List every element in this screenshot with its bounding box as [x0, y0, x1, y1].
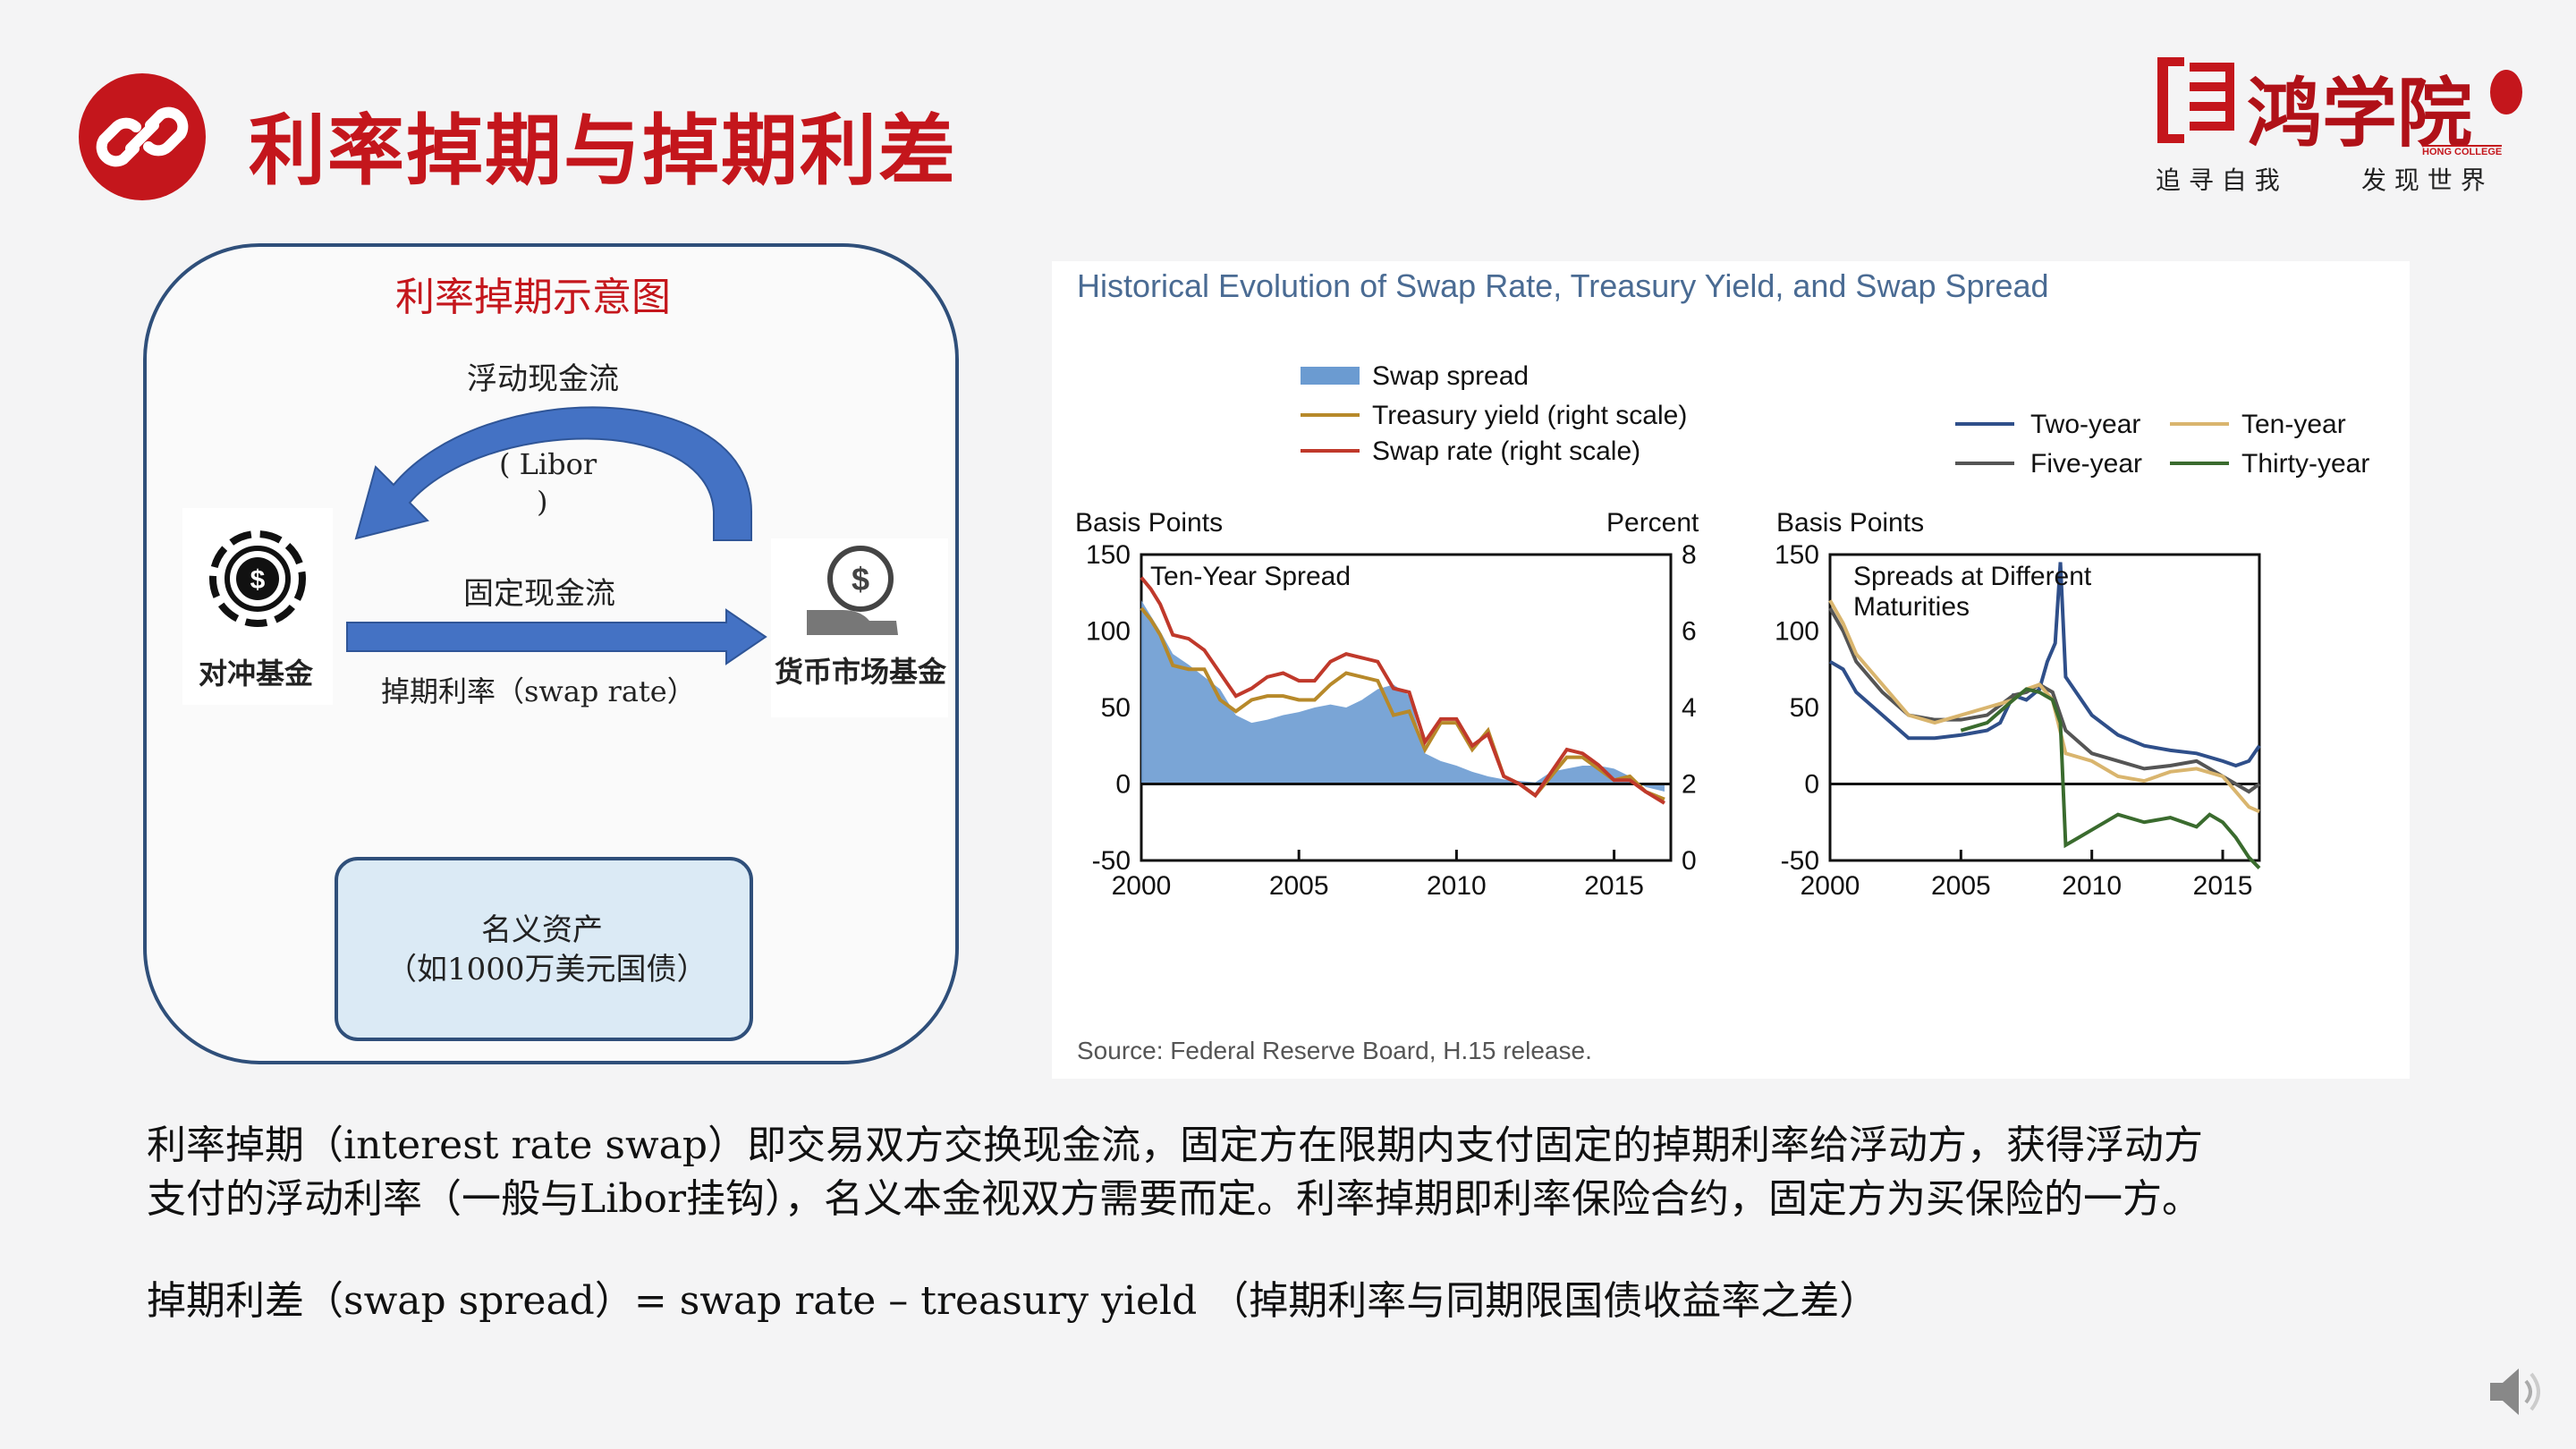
left-chart-ylabel: Basis Points [1075, 508, 1223, 538]
left-chart-ylabel-right: Percent [1606, 508, 1699, 538]
hedge-fund-node: $ 对冲基金 [182, 508, 333, 705]
right-y-tick-label: -50 [1781, 846, 1819, 876]
dollar-gear-icon: $ [209, 530, 306, 627]
libor-close-label: ) [537, 485, 548, 519]
right-y-tick-label: 100 [1775, 617, 1819, 647]
left-plot-marks [1140, 576, 1671, 805]
legend-treasury-yield: Treasury yield (right scale) [1372, 401, 1687, 430]
treasury-yield-line [1140, 606, 1665, 801]
left-chart-ticks: 2000 2005 2010 2015 150 100 50 0 -50 8 6 4 2 0 [1086, 540, 1697, 901]
notional-asset-label: 名义资产 [481, 912, 603, 948]
floating-cashflow-label: 浮动现金流 [467, 361, 619, 397]
swap-spread-area [1141, 600, 1665, 792]
link-icon-badge [79, 73, 206, 200]
left-y-right-tick-label: 2 [1682, 770, 1697, 800]
swap-spread-formula: 掉期利差（swap spread）= swap rate – treasury … [147, 1278, 1879, 1324]
left-y-right-tick-label: 0 [1682, 846, 1697, 876]
swap-diagram: 利率掉期示意图 浮动现金流 ( Libor ) 固定现金流 掉期利率（swap … [143, 243, 959, 1064]
legend-thirty-year: Thirty-year [2241, 449, 2369, 479]
right-x-tick-label: 2000 [1801, 871, 1860, 901]
legend-ten-year: Ten-year [2241, 410, 2346, 439]
legend-swap-rate: Swap rate (right scale) [1372, 436, 1640, 466]
brand-logo: 鸿学院 HONG COLLEGE 追 寻 自 我 发 现 世 界 [2154, 54, 2529, 197]
body-paragraph-line1: 利率掉期（interest rate swap）即交易双方交换现金流，固定方在限… [147, 1123, 2204, 1168]
right-chart-title-line2: Maturities [1853, 592, 1970, 622]
left-y-tick-label: 50 [1101, 693, 1131, 723]
right-plot-frame [1828, 553, 2261, 862]
legend-swap-spread: Swap spread [1372, 361, 1529, 391]
logo-name: 鸿学院 [2247, 70, 2473, 157]
logo-slogan-right: 发 现 世 界 [2361, 165, 2486, 195]
left-y-tick-label: 100 [1086, 617, 1131, 647]
left-y-tick-label: -50 [1092, 846, 1131, 876]
right-plot-marks [1828, 562, 2261, 869]
right-x-tick-label: 2010 [2062, 871, 2122, 901]
logo-seal-icon [2490, 70, 2522, 114]
right-chart-ticks: 2000 2005 2010 2015 150 100 50 0 -50 [1775, 540, 2252, 901]
logo-mark-icon [2157, 57, 2234, 143]
speaker-icon[interactable] [2485, 1365, 2547, 1419]
right-y-tick-label: 50 [1790, 693, 1819, 723]
diagram-title: 利率掉期示意图 [395, 275, 671, 320]
logo-slogan-left: 追 寻 自 我 [2156, 165, 2280, 195]
left-x-tick-label: 2005 [1269, 871, 1329, 901]
money-hand-icon: $ [807, 546, 898, 635]
svg-text:$: $ [250, 565, 266, 595]
chart-source: Source: Federal Reserve Board, H.15 rele… [1077, 1037, 1592, 1064]
logo-english: HONG COLLEGE [2422, 145, 2503, 157]
legend-five-year: Five-year [2030, 449, 2142, 479]
ten-year-line [1828, 599, 2260, 814]
thirty-year-line [1960, 687, 2261, 869]
swap-rate-line [1140, 576, 1665, 805]
floating-arrow-icon [354, 406, 752, 541]
left-x-tick-label: 2000 [1112, 871, 1172, 901]
right-y-tick-label: 0 [1804, 770, 1819, 800]
left-y-right-tick-label: 6 [1682, 617, 1697, 647]
libor-label: ( Libor [499, 447, 597, 481]
left-y-right-tick-label: 8 [1682, 540, 1697, 570]
legend-two-year: Two-year [2030, 410, 2140, 439]
right-y-tick-label: 150 [1775, 540, 1819, 570]
left-x-tick-label: 2010 [1427, 871, 1487, 901]
money-market-fund-label: 货币市场基金 [775, 655, 947, 689]
hedge-fund-label: 对冲基金 [199, 657, 314, 691]
right-x-tick-label: 2015 [2193, 871, 2253, 901]
money-market-fund-node: $ 货币市场基金 [771, 538, 948, 717]
page-title: 利率掉期与掉期利差 [249, 106, 957, 196]
svg-text:$: $ [852, 561, 869, 597]
body-paragraph-line2: 支付的浮动利率（一般与Libor挂钩），名义本金视双方需要而定。利率掉期即利率保… [147, 1176, 2201, 1222]
link-icon [96, 106, 189, 167]
swap-rate-label: 掉期利率（swap rate） [381, 674, 696, 708]
right-chart-title-line1: Spreads at Different [1853, 562, 2092, 591]
notional-asset-box: 名义资产 （如1000万美元国债） [335, 857, 753, 1041]
legend-swatch-swap-spread [1301, 367, 1360, 385]
left-x-tick-label: 2015 [1584, 871, 1644, 901]
right-x-tick-label: 2005 [1931, 871, 1991, 901]
two-year-line [1828, 562, 2261, 768]
left-y-right-tick-label: 4 [1682, 693, 1697, 723]
left-chart-title: Ten-Year Spread [1150, 562, 1351, 591]
fixed-cashflow-label: 固定现金流 [463, 576, 615, 612]
swap-chart-panel: Historical Evolution of Swap Rate, Treas… [1052, 261, 2410, 1079]
right-chart-ylabel: Basis Points [1776, 508, 1924, 538]
left-y-tick-label: 150 [1086, 540, 1131, 570]
notional-asset-example: （如1000万美元国债） [386, 952, 708, 987]
left-y-tick-label: 0 [1115, 770, 1131, 800]
swap-chart: Historical Evolution of Swap Rate, Treas… [1075, 267, 2369, 1064]
chart-figure-title: Historical Evolution of Swap Rate, Treas… [1077, 267, 2049, 304]
five-year-line [1828, 606, 2261, 794]
fixed-arrow-icon [346, 608, 767, 665]
